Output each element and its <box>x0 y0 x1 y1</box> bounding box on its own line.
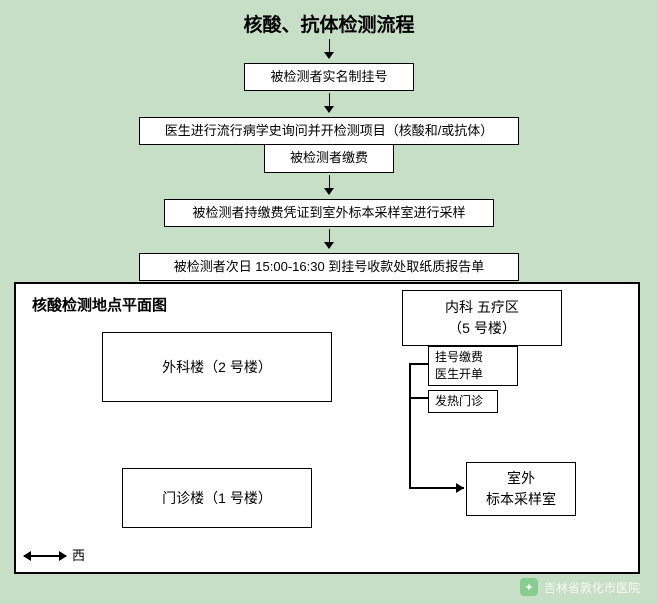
flow-step-1: 被检测者实名制挂号 <box>244 63 414 91</box>
flowchart: 被检测者实名制挂号 医生进行流行病学史询问并开检测项目（核酸和/或抗体） 被检测… <box>0 39 658 281</box>
compass-label: 西 <box>72 545 85 564</box>
connector-path <box>16 284 642 576</box>
wechat-icon: ✦ <box>520 578 538 596</box>
flow-step-3: 被检测者缴费 <box>264 145 394 172</box>
flow-step-4: 被检测者持缴费凭证到室外标本采样室进行采样 <box>164 199 494 227</box>
arrow-down-icon <box>322 175 336 197</box>
flow-step-2: 医生进行流行病学史询问并开检测项目（核酸和/或抗体） <box>139 117 519 145</box>
flow-step-5: 被检测者次日 15:00-16:30 到挂号收款处取纸质报告单 <box>139 253 519 281</box>
arrow-down-icon <box>322 39 336 61</box>
arrow-down-icon <box>322 93 336 115</box>
arrow-down-icon <box>322 229 336 251</box>
watermark: ✦ 吉林省敦化市医院 <box>520 578 640 596</box>
page-title: 核酸、抗体检测流程 <box>0 0 658 37</box>
watermark-text: 吉林省敦化市医院 <box>544 579 640 596</box>
compass-arrow-icon <box>24 550 66 562</box>
floor-plan: 核酸检测地点平面图 外科楼（2 号楼） 门诊楼（1 号楼） 内科 五疗区 （5 … <box>14 282 640 574</box>
